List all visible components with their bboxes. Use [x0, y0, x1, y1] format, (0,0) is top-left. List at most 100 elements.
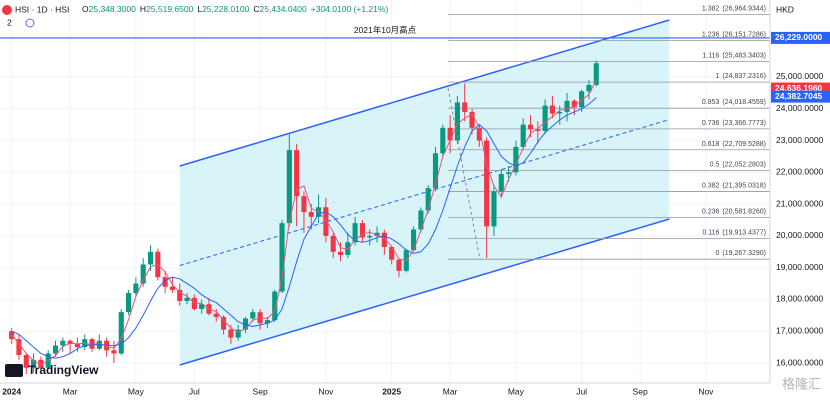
candle-body: [593, 63, 599, 85]
symbol: HSI · 1D · HSI: [15, 4, 69, 14]
price-label-box: [771, 31, 830, 44]
fib-ratio: 0.116: [702, 229, 719, 236]
candle-body: [491, 191, 497, 227]
candle-body: [542, 105, 548, 132]
change: +304.0100 (+1.21%): [311, 4, 389, 14]
fib-trend-line: [447, 87, 481, 261]
x-tick-label: Jul: [189, 386, 200, 396]
fib-price: (26,964.9344): [722, 5, 766, 12]
candle-body: [535, 129, 541, 132]
candle-body: [52, 345, 59, 354]
candle-body: [323, 207, 329, 236]
fib-price: (24,837.2316): [722, 73, 766, 80]
fib-price: (26,151.7286): [722, 31, 766, 38]
price-label: 24,636.1960: [775, 83, 823, 93]
fib-label: 0.618 (22,709.5288): [702, 141, 766, 148]
y-tick-label: 24,000.0000: [776, 103, 824, 113]
horizontal-line-label: 2021年10月高点: [354, 25, 417, 35]
moving-average: [11, 97, 597, 359]
fib-price: (24,018.4559): [722, 99, 766, 106]
candle-body: [447, 127, 453, 141]
y-tick-label: 17,000.0000: [776, 325, 824, 335]
channel-lower: [179, 218, 670, 366]
channel-mid: [179, 119, 670, 266]
candle-body: [527, 124, 534, 130]
price-label: 26,229.0000: [775, 32, 823, 42]
ohlc-value: 25,228.0100: [202, 4, 250, 14]
ohlc-line: O25,348.3000 H25,519.6500 L25,228.0100 C25,…: [82, 4, 388, 14]
logo: TradingView: [28, 363, 99, 377]
candle-body: [191, 297, 197, 309]
fib-label: 0.382 (21,395.0318): [702, 182, 766, 189]
x-tick-label: Nov: [318, 386, 334, 396]
fib-label: 1 (24,837.2316): [716, 73, 767, 80]
candle-body: [506, 172, 512, 174]
fib-price: (19,267.3290): [722, 250, 766, 257]
candle-body: [60, 340, 66, 346]
x-tick-label: Mar: [63, 386, 78, 396]
candle-body: [425, 188, 431, 211]
candle-body: [133, 283, 139, 294]
candle-body: [294, 150, 300, 197]
candle-body: [147, 251, 154, 265]
ohlc-key: C: [253, 4, 259, 14]
candle-body: [184, 297, 190, 302]
candle-body: [23, 355, 29, 368]
candle-body: [111, 350, 117, 354]
x-tick-label: Nov: [698, 386, 714, 396]
fib-price: (23,366.7773): [722, 120, 766, 127]
candle-body: [454, 102, 460, 141]
candle-body: [31, 359, 37, 368]
fib-label: 0.236 (20,581.8260): [702, 208, 766, 215]
fib-price: (20,581.8260): [722, 208, 766, 215]
candle-body: [235, 329, 241, 338]
candle-body: [396, 259, 402, 271]
y-tick-label: 18,000.0000: [776, 294, 824, 304]
candle-body: [337, 251, 344, 255]
candle-body: [140, 264, 146, 284]
candle-body: [579, 91, 585, 108]
price-label-box: [771, 90, 830, 103]
candle-body: [484, 140, 490, 227]
fib-ratio: 0.618: [702, 141, 720, 148]
x-tick-label: 2024: [2, 386, 21, 396]
candle-body: [520, 124, 526, 147]
candle-body: [67, 340, 73, 344]
channel-upper: [179, 19, 670, 167]
plot-layer: 1.382 (26,964.9344) 1.236 (26,151.7286) 1.11…: [0, 0, 770, 383]
fib-ratio: 0.382: [702, 182, 720, 189]
candle-body: [118, 312, 124, 354]
candle-body: [345, 242, 351, 255]
fib-ratio: 0.236: [702, 208, 720, 215]
fib-label: 0.116 (19,913.4377): [702, 229, 766, 236]
candle-body: [476, 127, 482, 141]
fib-ratio: 0: [716, 250, 720, 257]
candle-body: [549, 105, 555, 114]
candle-body: [308, 212, 314, 217]
x-tick-label: May: [508, 386, 525, 396]
candle-body: [177, 289, 183, 302]
candle-body: [16, 339, 22, 356]
x-tick-label: Mar: [443, 386, 458, 396]
x-tick-label: 2025: [382, 386, 401, 396]
candle-body: [330, 235, 336, 252]
fib-price: (21,395.0318): [722, 182, 766, 189]
candle-body: [162, 277, 168, 287]
x-tick-label: Jul: [576, 386, 587, 396]
moving-average: [11, 79, 597, 366]
candle-body: [462, 102, 468, 112]
x-tick-label: May: [128, 386, 145, 396]
fib-price: (25,483.3403): [722, 52, 766, 59]
y-tick-label: 21,000.0000: [776, 198, 824, 208]
y-tick-label: 25,000.0000: [776, 71, 824, 81]
indicator-icon[interactable]: [25, 18, 35, 28]
x-tick-label: Sep: [633, 386, 648, 396]
candle-body: [432, 153, 439, 189]
candle-body: [418, 210, 424, 230]
candle-body: [359, 223, 365, 238]
candle-body: [213, 313, 219, 317]
watermark: 格隆汇: [782, 376, 821, 391]
indicators-count: 2: [7, 17, 12, 27]
fib-label: 1.382 (26,964.9344): [702, 5, 766, 12]
